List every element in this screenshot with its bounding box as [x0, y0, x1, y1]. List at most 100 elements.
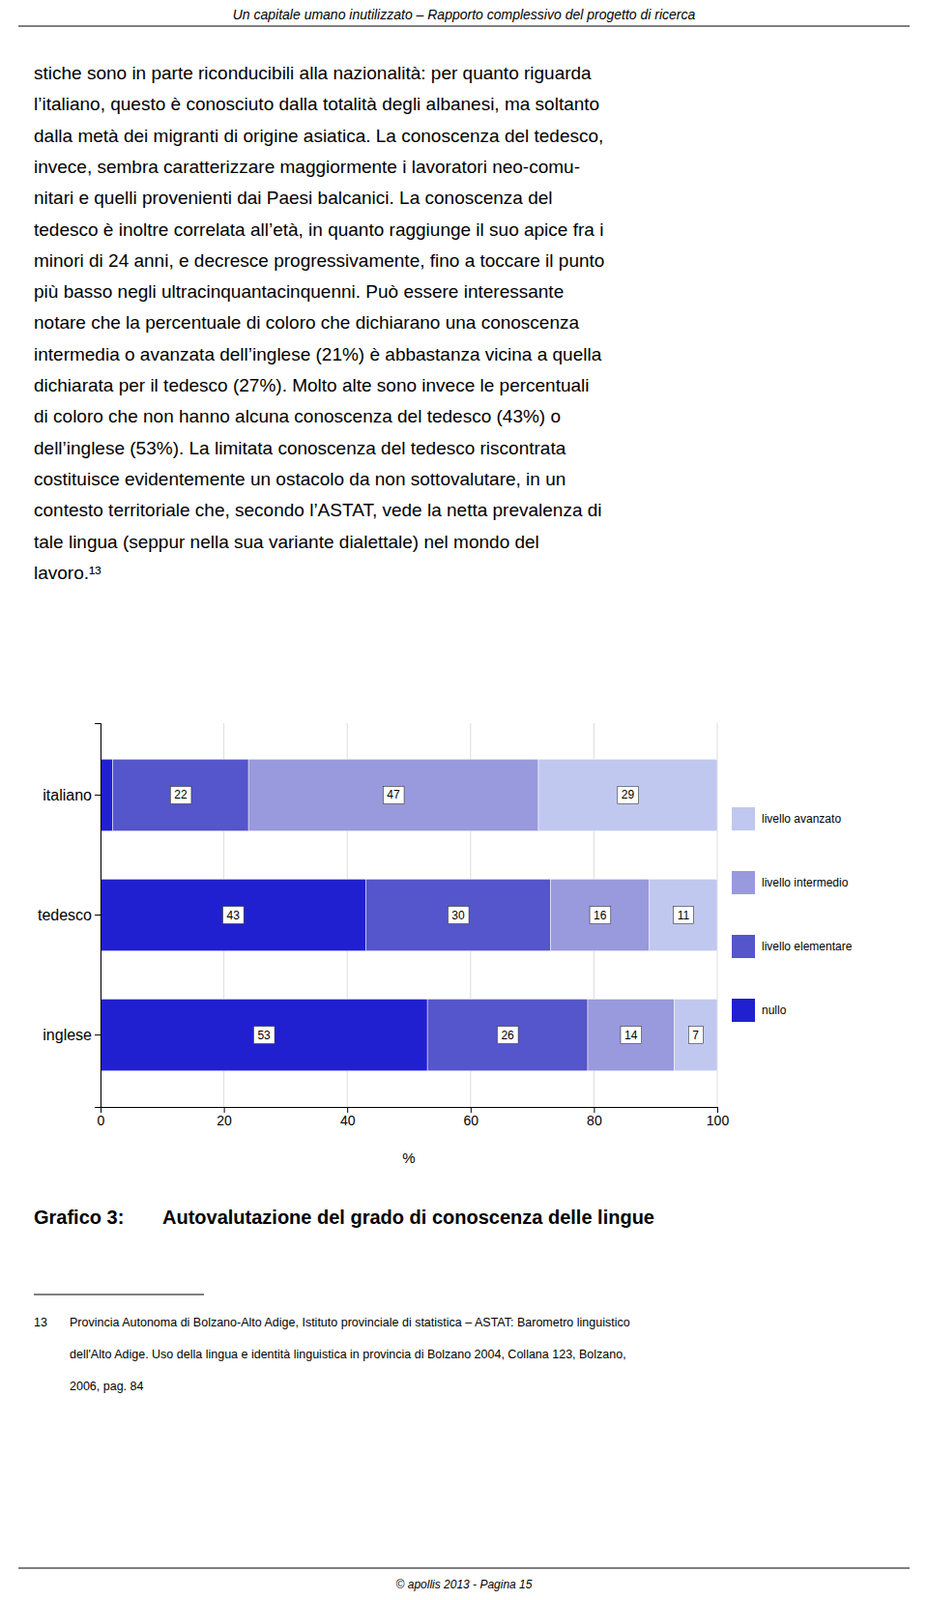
footer-rule: [18, 1567, 910, 1569]
body-line: dalla metà dei migranti di origine asiat…: [33, 125, 604, 146]
body-line: nitari e quelli provenienti dai Paesi ba…: [33, 187, 553, 208]
data-label-box: [688, 1026, 703, 1044]
footnote-line: 2006, pag. 84: [69, 1379, 145, 1393]
body-line: intermedia o avanzata dell’inglese (21%)…: [33, 344, 603, 365]
data-label-text: 11: [677, 908, 691, 923]
x-tick: 20: [216, 1106, 232, 1129]
legend: livello avanzato livello intermedio livell…: [731, 807, 853, 1022]
data-label-box: [589, 906, 611, 925]
body-line: lavoro.¹³: [33, 562, 102, 583]
tick-label: 80: [586, 1112, 603, 1129]
tick-mark: [94, 794, 101, 796]
body-line: contesto territoriale che, secondo l’AST…: [33, 499, 603, 521]
data-label-text: 30: [451, 908, 465, 923]
data-label-box: [673, 906, 695, 925]
data-label: 53: [253, 1026, 275, 1044]
legend-label: livello intermedio: [761, 875, 849, 890]
body-line: l’italiano, questo è conosciuto dalla to…: [33, 93, 600, 115]
bar: [551, 878, 650, 951]
data-label: 7: [688, 1026, 703, 1044]
chart-subtitle: Autovalutazione del grado di conoscenza …: [162, 1206, 655, 1228]
tick-label: 20: [216, 1112, 232, 1129]
y-tick: italiano: [42, 786, 101, 804]
tick-mark: [94, 914, 101, 916]
body-text: stiche sono in parte riconducibili alla …: [33, 62, 605, 583]
y-tick: inglese: [42, 1026, 101, 1044]
series-bars: [113, 758, 588, 1072]
data-label: 11: [673, 906, 695, 925]
data-label: 16: [589, 906, 611, 925]
body-line: tedesco è inoltre correlata all’età, in …: [33, 219, 604, 240]
body-line: stiche sono in parte riconducibili alla …: [33, 62, 592, 84]
tick-label: tedesco: [37, 906, 92, 924]
body-line: dichiarata per il tedesco (27%). Molto a…: [33, 375, 590, 396]
axis-line: [94, 724, 102, 1108]
tick-label: 60: [464, 1112, 480, 1129]
tick-label: 40: [340, 1112, 356, 1129]
x-tick: 80: [586, 1106, 603, 1129]
tick-mark: [94, 1034, 101, 1036]
legend-swatch: [731, 934, 755, 958]
data-label-box: [253, 1026, 275, 1044]
data-label: 43: [222, 906, 244, 925]
tick-label: italiano: [42, 786, 92, 804]
legend-swatch: [731, 870, 755, 895]
x-axis-title: %: [402, 1149, 415, 1166]
bar: [365, 878, 551, 951]
bar: [587, 998, 674, 1071]
data-label-box: [222, 906, 244, 925]
background: [0, 0, 928, 1600]
body-line: tale lingua (seppur nella sua variante d…: [33, 531, 540, 552]
body-line: notare che la percentuale di coloro che …: [33, 312, 580, 333]
tick-label: 0: [97, 1112, 106, 1129]
bar: [100, 758, 114, 831]
header: Un capitale umano inutilizzato – Rapport…: [232, 6, 696, 23]
bar: [538, 758, 718, 831]
series-bars: [538, 758, 718, 1072]
legend-swatch: [731, 807, 755, 831]
data-label-text: 22: [174, 787, 188, 802]
x-tick: 40: [340, 1106, 356, 1129]
x-axis: 0 20 40 60 80 100: [97, 1106, 730, 1129]
legend-swatch: [731, 998, 755, 1022]
legend-item: livello intermedio: [731, 870, 849, 895]
footnote-line: dell'Alto Adige. Uso della lingua e iden…: [69, 1347, 627, 1362]
data-label-text: 7: [692, 1028, 699, 1043]
grid: [100, 723, 718, 1107]
body-line: dell’inglese (53%). La limitata conoscen…: [33, 437, 567, 459]
bar: [100, 878, 366, 951]
data-label-text: 43: [226, 908, 240, 923]
chart-title: Grafico 3:: [33, 1206, 124, 1228]
data-label-box: [447, 906, 469, 925]
footnote-rule: [33, 1294, 204, 1296]
footer: © apollis 2013 - Pagina 15: [396, 1577, 533, 1592]
bars: [100, 758, 718, 1072]
y-axis: italiano tedesco inglese: [37, 724, 102, 1108]
footnote: Provincia Autonoma di Bolzano-Alto Adige…: [69, 1315, 631, 1393]
data-label: 26: [496, 1026, 519, 1044]
y-tick: tedesco: [37, 906, 101, 924]
data-label-box: [617, 785, 639, 804]
legend-item: livello avanzato: [731, 807, 841, 831]
page: Un capitale umano inutilizzato – Rapport…: [0, 0, 928, 1600]
data-labels: 435322302647161429117: [170, 785, 703, 1044]
body-line: di coloro che non hanno alcuna conoscenz…: [33, 406, 561, 427]
tick-label: 100: [706, 1112, 730, 1129]
data-label-box: [170, 785, 192, 804]
data-label-text: 29: [621, 787, 636, 802]
data-label-text: 47: [386, 787, 401, 802]
data-label: 30: [447, 906, 469, 925]
bar: [673, 998, 718, 1071]
bar: [427, 998, 588, 1071]
legend-label: nullo: [761, 1003, 787, 1017]
data-label-text: 16: [593, 908, 608, 923]
legend-label: livello elementare: [761, 939, 853, 954]
tick-label: inglese: [42, 1026, 92, 1044]
legend-item: livello elementare: [731, 934, 853, 958]
data-label-box: [496, 1026, 519, 1044]
data-label-text: 53: [257, 1028, 271, 1043]
body-line: invece, sembra caratterizzare maggiormen…: [33, 156, 580, 177]
legend-label: livello avanzato: [761, 812, 841, 826]
data-label-box: [382, 785, 405, 804]
x-tick: 100: [706, 1106, 730, 1129]
